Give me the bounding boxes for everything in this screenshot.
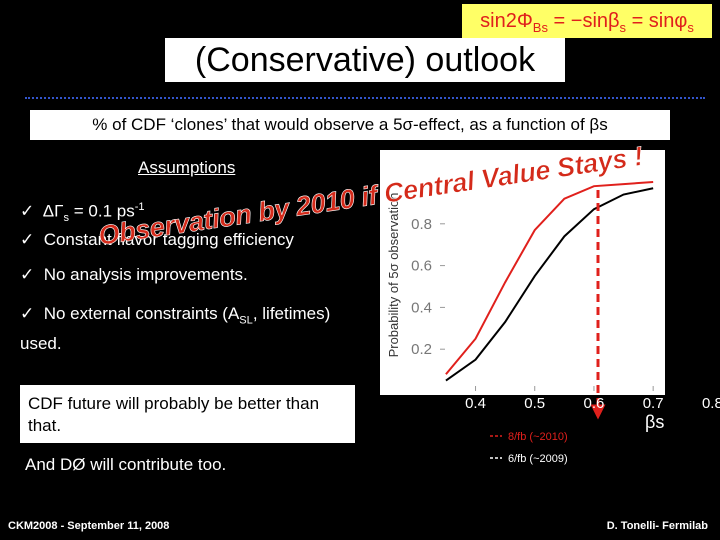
plot-area: Probability of 5σ observation — [386, 181, 654, 391]
text: ΔΓ — [42, 201, 64, 221]
formula: sin2ΦBs = −sinβs = sinφs — [462, 4, 712, 38]
bullet: ✓ — [20, 230, 35, 249]
text: , lifetimes) used. — [20, 304, 331, 354]
formula-part: s — [619, 20, 627, 35]
formula-part: s — [687, 20, 694, 35]
title: (Conservative) outlook — [165, 38, 565, 82]
plot: Probability of 5σ observation βs 0.2 0.4 0… — [380, 150, 720, 465]
y-axis-label: Probability of 5σ observation — [386, 193, 401, 358]
y-tick-label: 0.2 — [411, 341, 432, 358]
x-tick-label: 0.5 — [524, 395, 545, 412]
assumption: ✓ Constant flavor tagging efficiency — [20, 228, 340, 252]
divider — [25, 97, 705, 99]
text: No external constraints (A — [43, 304, 240, 323]
legend-label: 8/fb (~2010) — [508, 431, 568, 443]
bullet: ✓ — [20, 201, 35, 221]
curve — [445, 187, 654, 382]
assumption: ✓ No external constraints (ASL, lifetime… — [20, 302, 340, 356]
y-tick-label: 0.6 — [411, 258, 432, 275]
x-tick-label: 0.6 — [584, 395, 605, 412]
formula-part: Bs — [532, 20, 548, 35]
x-axis-label: βs — [645, 412, 664, 432]
legend-label: 6/fb (~2009) — [508, 453, 568, 465]
text: s — [63, 212, 70, 225]
text: -1 — [134, 201, 145, 213]
closing: And DØ will contribute too. — [25, 455, 227, 474]
bullet: ✓ — [20, 265, 35, 284]
text: = 0.1 ps — [69, 201, 135, 221]
subtitle: % of CDF ‘clones’ that would observe a 5… — [30, 110, 670, 140]
y-tick-label: 0.8 — [411, 216, 432, 233]
formula-part: = −sinβ — [547, 10, 620, 32]
x-tick-label: 0.8 — [702, 395, 720, 412]
assumption: ✓ ΔΓs = 0.1 ps-1 — [20, 195, 340, 230]
formula-part: = sinφ — [626, 10, 688, 32]
bullet: ✓ — [20, 304, 35, 323]
assumptions-heading: Assumptions — [138, 158, 236, 177]
formula-part: sin2Φ — [480, 10, 533, 32]
plot-panel — [380, 150, 665, 395]
curve — [445, 181, 654, 375]
note: CDF future will probably be better than … — [20, 385, 355, 443]
x-tick-label: 0.4 — [465, 395, 486, 412]
y-tick-label: 0.4 — [411, 299, 432, 316]
assumption: ✓ No analysis improvements. — [20, 263, 340, 287]
x-tick-label: 0.7 — [643, 395, 664, 412]
footer-left: CKM2008 - September 11, 2008 — [8, 520, 170, 532]
text: Constant flavor tagging efficiency — [43, 230, 294, 249]
footer-right: D. Tonelli- Fermilab — [606, 520, 708, 532]
text: SL — [239, 314, 253, 327]
text: No analysis improvements. — [43, 265, 248, 284]
